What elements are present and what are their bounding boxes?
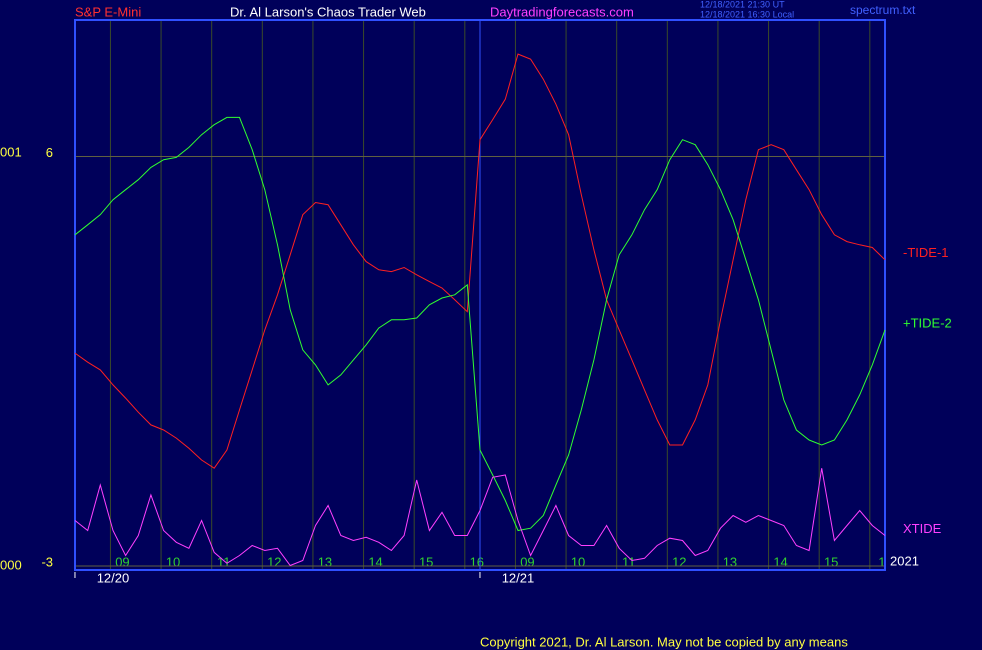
x-tick-label: 10: [166, 554, 180, 569]
header-site: Daytradingforecasts.com: [490, 4, 634, 19]
x-tick-label: 14: [773, 554, 787, 569]
header-center: Dr. Al Larson's Chaos Trader Web: [230, 4, 426, 19]
x-tick-label: 12: [672, 554, 686, 569]
x-tick-label: 11: [622, 554, 636, 569]
stamp-local: 12/18/2021 16:30 Local: [700, 9, 794, 19]
date-label: 12/20: [97, 570, 130, 585]
x-tick-label: 1: [878, 554, 885, 569]
legend-label: -TIDE-1: [903, 245, 949, 260]
x-tick-label: 09: [115, 554, 129, 569]
legend-label: XTIDE: [903, 521, 942, 536]
left-label: 000: [0, 557, 22, 572]
stamp-ut: 12/18/2021 21:30 UT: [700, 0, 785, 9]
year-label: 2021: [890, 553, 919, 568]
y-tick-label: 6: [46, 145, 53, 160]
x-tick-label: 15: [419, 554, 433, 569]
x-tick-label: 09: [520, 554, 534, 569]
plot-border: [74, 19, 886, 571]
y-tick-label: -3: [41, 554, 53, 569]
footer: Copyright 2021, Dr. Al Larson. May not b…: [480, 634, 848, 649]
x-tick-label: 13: [318, 554, 332, 569]
date-label: 12/21: [502, 570, 535, 585]
header-left: S&P E-Mini: [75, 4, 141, 19]
series-line: [74, 53, 886, 469]
x-tick-label: 14: [368, 554, 382, 569]
x-tick-label: 10: [571, 554, 585, 569]
series-line: [74, 468, 886, 567]
header-file: spectrum.txt: [850, 3, 916, 17]
legend-label: +TIDE-2: [903, 315, 952, 330]
x-tick-label: 12: [267, 554, 281, 569]
left-label: 001: [0, 144, 22, 159]
x-tick-label: 13: [723, 554, 737, 569]
series-line: [74, 116, 886, 532]
x-tick-label: 16: [470, 554, 484, 569]
x-tick-label: 15: [824, 554, 838, 569]
